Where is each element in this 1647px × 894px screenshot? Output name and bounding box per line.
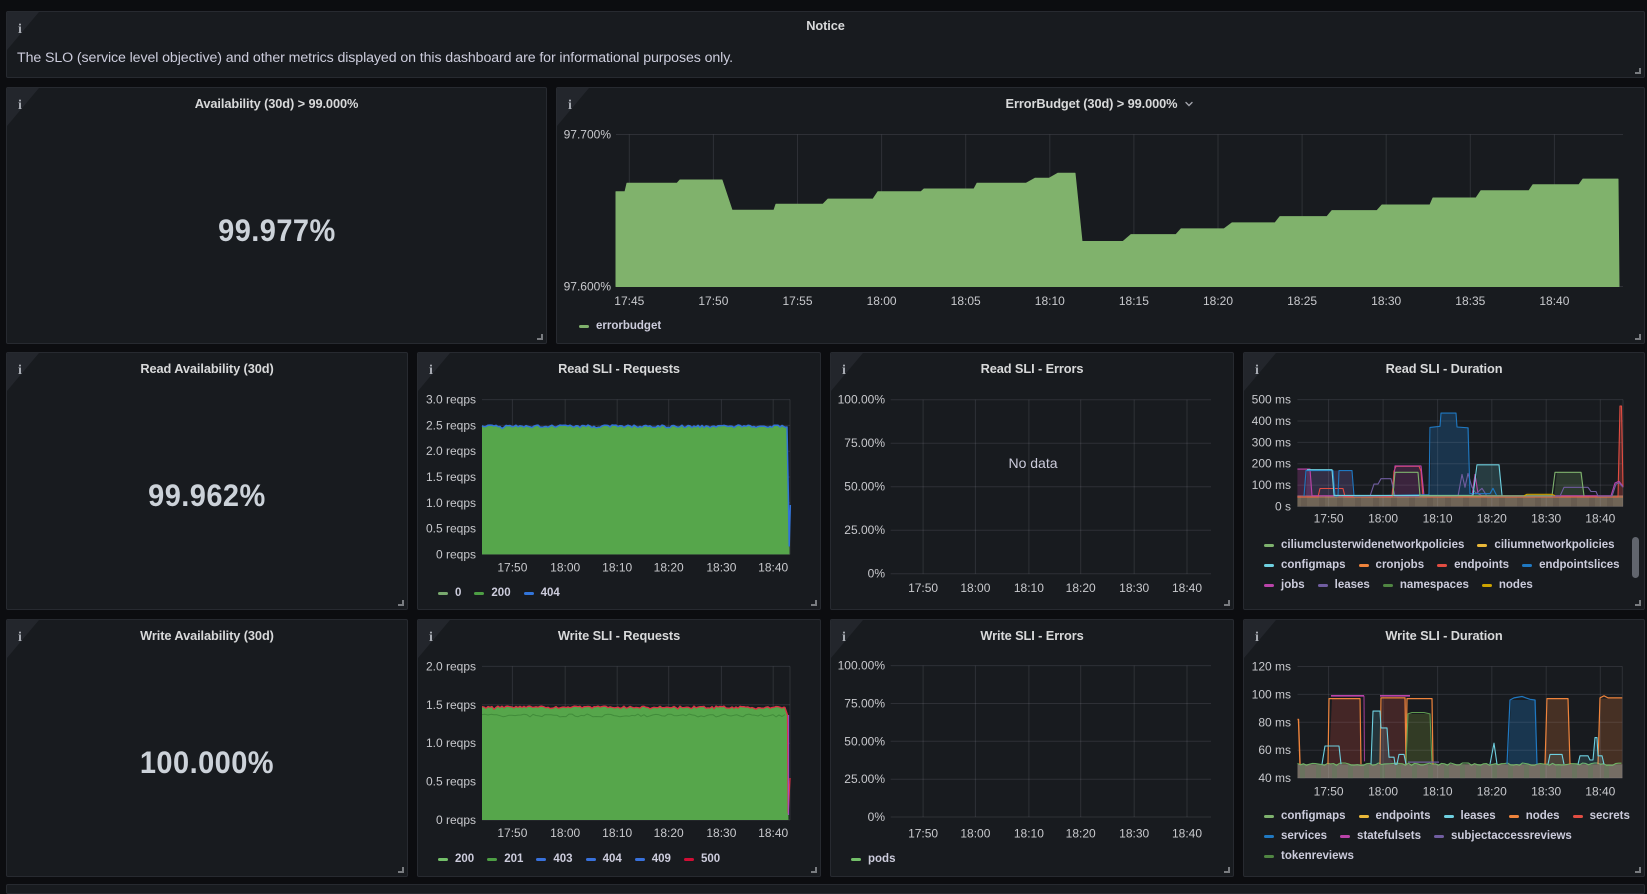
svg-text:18:30: 18:30: [706, 561, 736, 575]
svg-text:97.600%: 97.600%: [564, 280, 612, 294]
svg-text:18:10: 18:10: [1423, 512, 1453, 526]
svg-text:18:20: 18:20: [1203, 294, 1233, 308]
svg-text:17:50: 17:50: [908, 581, 938, 595]
svg-text:18:30: 18:30: [1119, 581, 1149, 595]
svg-text:2.0 reqps: 2.0 reqps: [426, 444, 476, 458]
svg-text:18:25: 18:25: [1287, 294, 1317, 308]
svg-text:1.0 reqps: 1.0 reqps: [426, 736, 476, 750]
svg-text:18:00: 18:00: [867, 294, 897, 308]
svg-text:18:00: 18:00: [550, 826, 580, 840]
svg-text:18:40: 18:40: [1172, 581, 1202, 595]
svg-text:18:00: 18:00: [1368, 785, 1398, 799]
svg-text:100.00%: 100.00%: [838, 659, 886, 673]
svg-text:18:30: 18:30: [1531, 512, 1561, 526]
svg-text:17:55: 17:55: [782, 294, 812, 308]
svg-text:18:20: 18:20: [654, 561, 684, 575]
svg-text:18:20: 18:20: [1066, 581, 1096, 595]
svg-text:40 ms: 40 ms: [1258, 771, 1291, 785]
svg-text:50.00%: 50.00%: [844, 734, 885, 748]
svg-text:18:40: 18:40: [1539, 294, 1569, 308]
svg-text:0 s: 0 s: [1275, 500, 1291, 514]
svg-text:3.0 reqps: 3.0 reqps: [426, 393, 476, 407]
svg-text:0.5 reqps: 0.5 reqps: [426, 775, 476, 789]
svg-text:18:40: 18:40: [1585, 512, 1615, 526]
svg-text:75.00%: 75.00%: [844, 697, 885, 711]
svg-text:18:40: 18:40: [758, 561, 788, 575]
svg-text:50.00%: 50.00%: [844, 480, 885, 494]
svg-text:18:35: 18:35: [1455, 294, 1485, 308]
svg-text:0 reqps: 0 reqps: [436, 813, 476, 827]
svg-text:18:00: 18:00: [960, 581, 990, 595]
svg-text:17:50: 17:50: [908, 826, 938, 840]
svg-text:18:20: 18:20: [1477, 512, 1507, 526]
svg-text:0.5 reqps: 0.5 reqps: [426, 522, 476, 536]
svg-text:No data: No data: [1008, 455, 1057, 471]
svg-text:17:50: 17:50: [497, 826, 527, 840]
svg-text:18:30: 18:30: [1531, 785, 1561, 799]
svg-text:18:20: 18:20: [1477, 785, 1507, 799]
svg-text:18:10: 18:10: [1423, 785, 1453, 799]
svg-text:75.00%: 75.00%: [844, 436, 885, 450]
svg-text:18:40: 18:40: [1172, 826, 1202, 840]
svg-text:18:10: 18:10: [602, 561, 632, 575]
svg-text:400 ms: 400 ms: [1252, 414, 1291, 428]
svg-text:18:20: 18:20: [1066, 826, 1096, 840]
svg-text:100 ms: 100 ms: [1252, 687, 1291, 701]
svg-text:18:05: 18:05: [951, 294, 981, 308]
svg-text:18:10: 18:10: [602, 826, 632, 840]
svg-text:2.0 reqps: 2.0 reqps: [426, 659, 476, 673]
svg-text:2.5 reqps: 2.5 reqps: [426, 418, 476, 432]
svg-text:17:50: 17:50: [1314, 512, 1344, 526]
svg-text:18:20: 18:20: [654, 826, 684, 840]
svg-text:1.5 reqps: 1.5 reqps: [426, 470, 476, 484]
svg-text:0%: 0%: [868, 567, 886, 581]
svg-text:17:50: 17:50: [1314, 785, 1344, 799]
svg-text:500 ms: 500 ms: [1252, 393, 1291, 407]
svg-text:18:30: 18:30: [1119, 826, 1149, 840]
svg-text:0%: 0%: [868, 810, 886, 824]
svg-text:100.00%: 100.00%: [838, 393, 886, 407]
svg-text:18:10: 18:10: [1014, 581, 1044, 595]
svg-text:18:10: 18:10: [1014, 826, 1044, 840]
svg-text:18:30: 18:30: [1371, 294, 1401, 308]
svg-text:17:45: 17:45: [614, 294, 644, 308]
svg-text:80 ms: 80 ms: [1258, 715, 1291, 729]
svg-text:1.5 reqps: 1.5 reqps: [426, 698, 476, 712]
svg-text:18:40: 18:40: [1585, 785, 1615, 799]
svg-text:17:50: 17:50: [698, 294, 728, 308]
svg-text:25.00%: 25.00%: [844, 523, 885, 537]
svg-text:17:50: 17:50: [497, 561, 527, 575]
svg-text:18:00: 18:00: [960, 826, 990, 840]
svg-text:18:15: 18:15: [1119, 294, 1149, 308]
svg-text:18:00: 18:00: [1368, 512, 1398, 526]
svg-text:1.0 reqps: 1.0 reqps: [426, 496, 476, 510]
svg-text:60 ms: 60 ms: [1258, 743, 1291, 757]
svg-text:300 ms: 300 ms: [1252, 435, 1291, 449]
svg-text:120 ms: 120 ms: [1252, 660, 1291, 674]
svg-text:18:00: 18:00: [550, 561, 580, 575]
svg-text:18:10: 18:10: [1035, 294, 1065, 308]
svg-text:0 reqps: 0 reqps: [436, 547, 476, 561]
svg-text:100 ms: 100 ms: [1252, 478, 1291, 492]
svg-text:18:30: 18:30: [706, 826, 736, 840]
svg-text:97.700%: 97.700%: [564, 128, 612, 142]
svg-text:200 ms: 200 ms: [1252, 457, 1291, 471]
svg-text:25.00%: 25.00%: [844, 772, 885, 786]
svg-text:18:40: 18:40: [758, 826, 788, 840]
